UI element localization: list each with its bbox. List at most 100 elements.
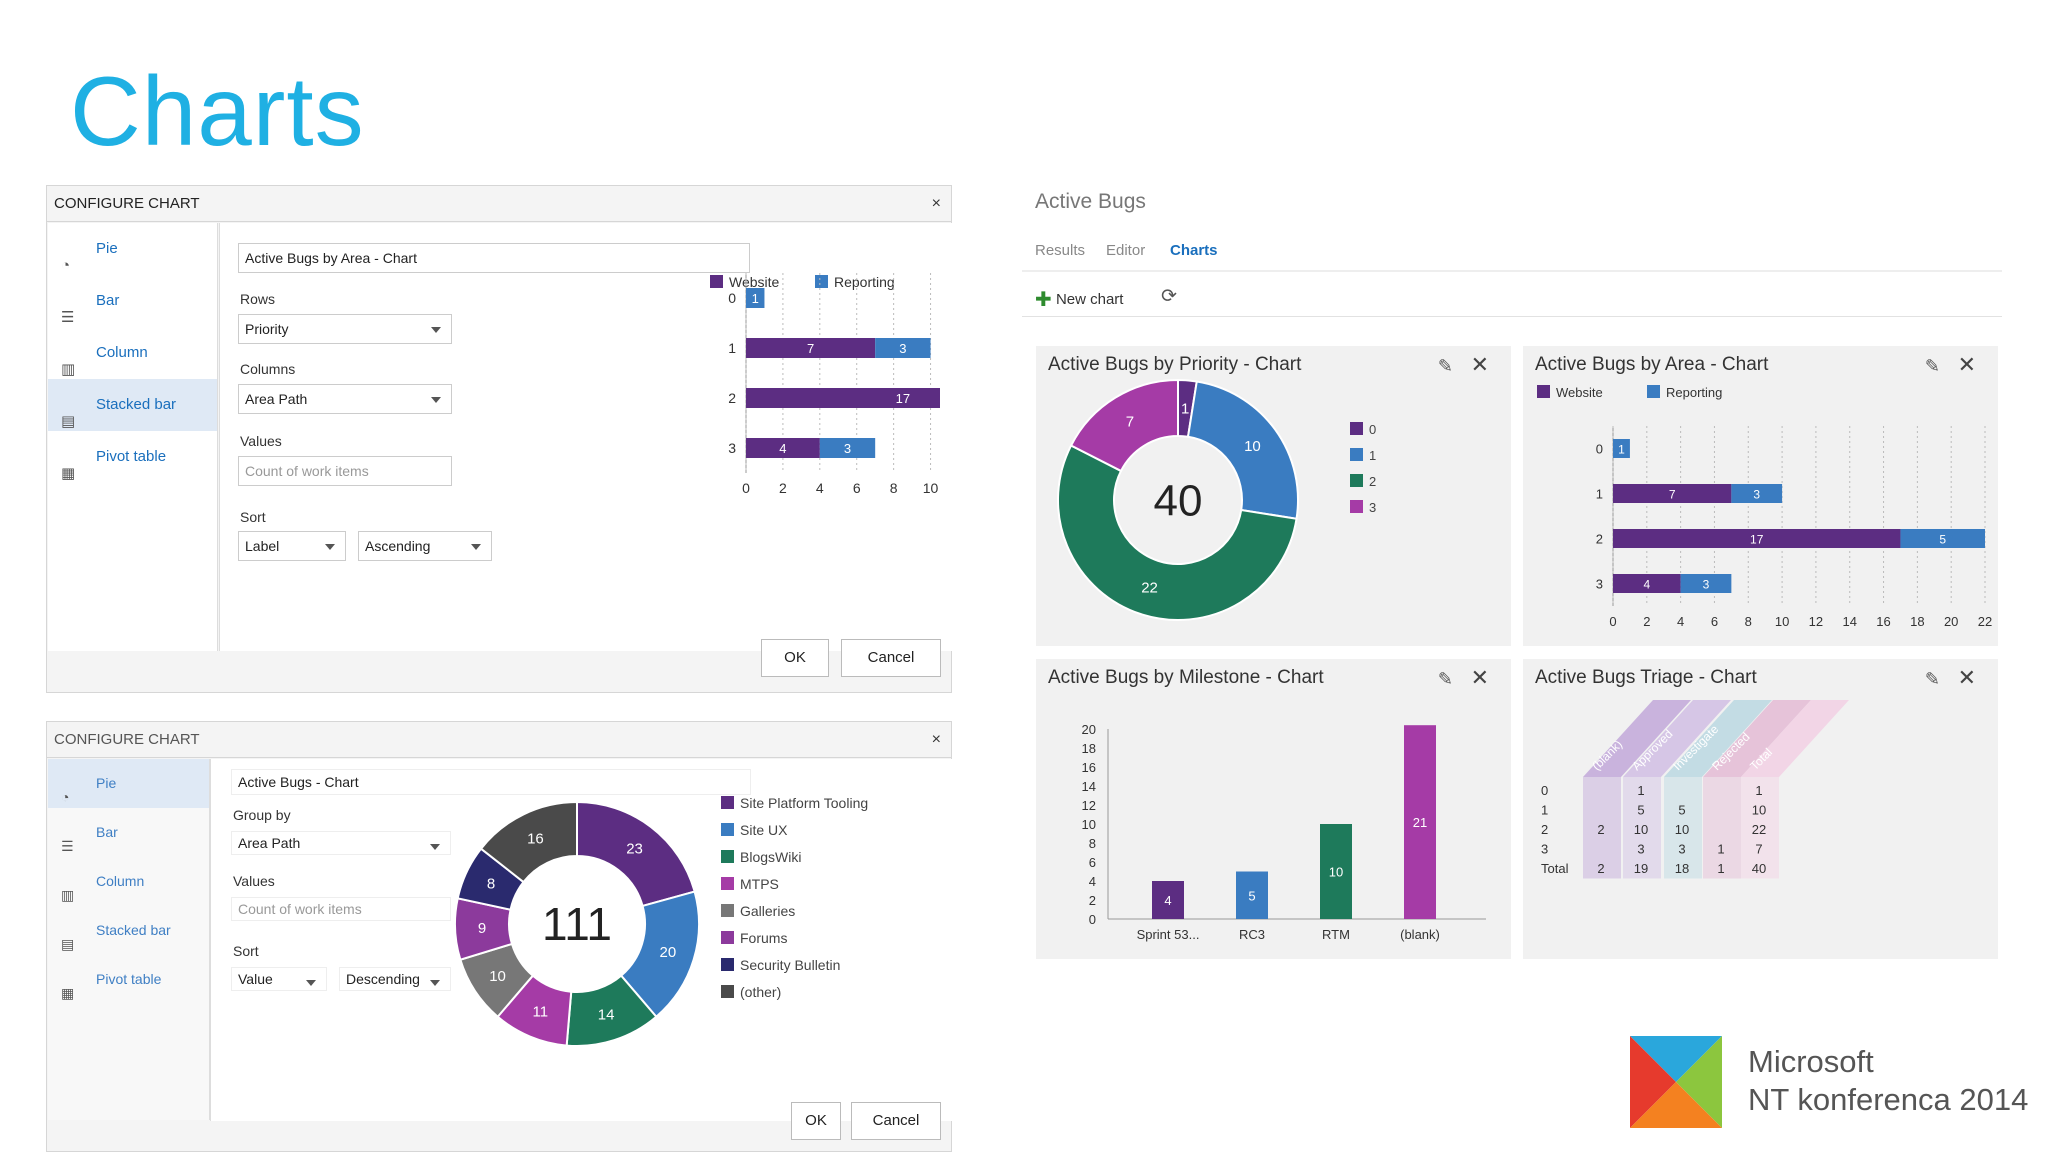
chart-name-input[interactable]: Active Bugs - Chart [231,769,751,795]
y-tick-label: 1 [1596,487,1603,502]
sort-direction-select[interactable]: Descending [339,967,451,991]
column-bar[interactable] [1236,871,1268,920]
chart-name-input[interactable]: Active Bugs by Area - Chart [238,243,750,273]
chart-type-bar[interactable]: ☰ Bar [48,808,209,857]
x-tick-label: 2 [1643,614,1650,629]
chart-tile-triage[interactable]: Active Bugs Triage - Chart ✎ ✕ (blank) Ap… [1523,659,1998,959]
tile-title: Active Bugs Triage - Chart [1535,667,1757,688]
slice-label: 7 [1126,414,1134,431]
bar-data-label: 7 [807,341,814,356]
svg-text:MTPS: MTPS [740,876,779,892]
cancel-button[interactable]: Cancel [841,639,941,677]
pivot-cell: 40 [1752,861,1766,876]
close-icon[interactable]: ✕ [1957,352,1976,377]
bar-segment[interactable] [819,438,876,458]
edit-icon[interactable]: ✎ [1924,356,1940,376]
donut-slice[interactable] [1069,378,1179,473]
ok-button[interactable]: OK [761,639,829,677]
chart-type-column[interactable]: ▥ Column [48,327,217,379]
sort-direction-select[interactable]: Ascending [358,531,492,561]
y-tick-label: 16 [1082,760,1096,775]
bar-segment[interactable] [1613,439,1630,458]
close-icon[interactable]: ✕ [1470,665,1489,690]
bar-segment[interactable] [1613,529,1901,548]
bar-data-label: 3 [1703,578,1710,592]
pivot-cell: 1 [1717,861,1724,876]
legend-item: 1 [1350,448,1376,463]
sort-field-select[interactable]: Value [231,967,327,991]
donut-slice[interactable] [576,800,696,908]
chart-type-stacked-bar[interactable]: ▤ Stacked bar [48,379,217,431]
pivot-header-band [1703,700,1811,777]
edit-icon[interactable]: ✎ [1437,669,1453,689]
refresh-icon[interactable]: ⟳ [1161,286,1177,307]
values-input[interactable]: Count of work items [238,456,452,486]
bar-segment[interactable] [1731,484,1783,503]
pivot-column-band [1664,777,1702,879]
donut-slice[interactable] [1057,444,1298,621]
bar-segment[interactable] [1613,484,1732,503]
tab-editor[interactable]: Editor [1106,242,1146,259]
pivot-cell: 22 [1752,822,1766,837]
bar-segment[interactable] [746,388,940,408]
chart-tile-milestone[interactable]: Active Bugs by Milestone - Chart ✎ ✕ 0 2 4… [1036,659,1511,959]
columns-select[interactable]: Area Path [238,384,452,414]
x-tick-label: (blank) [1400,927,1440,942]
cancel-button[interactable]: Cancel [851,1102,941,1140]
bar-data-label: 3 [844,441,851,456]
chart-tile-priority[interactable]: Active Bugs by Priority - Chart ✎ ✕ 1 10 2… [1036,346,1511,646]
column-bar[interactable] [1404,725,1436,919]
legend-item: Galleries [721,903,795,919]
bar-segment[interactable] [1613,574,1681,593]
edit-icon[interactable]: ✎ [1924,669,1940,689]
values-input[interactable]: Count of work items [231,897,451,921]
ok-button[interactable]: OK [791,1102,841,1140]
legend-item: 2 [1350,474,1376,489]
chart-type-column[interactable]: ▥ Column [48,857,209,906]
donut-slice[interactable] [479,800,578,884]
chart-type-pivot-table[interactable]: ▦ Pivot table [48,955,209,1004]
dialog-header: CONFIGURE CHART [47,722,951,758]
close-icon[interactable]: × [931,731,941,748]
slice-label: 20 [659,944,676,961]
close-icon[interactable]: ✕ [1957,665,1976,690]
rows-select[interactable]: Priority [238,314,452,344]
group-by-select[interactable]: Area Path [231,831,451,855]
chart-type-pivot-table[interactable]: ▦ Pivot table [48,431,217,483]
close-icon[interactable]: × [931,195,941,212]
y-tick-label: 0 [728,290,736,306]
pivot-cell: 2 [1597,861,1604,876]
area-donut-chart-preview: 23 20 14 11 10 9 8 16 111 Site Platform Tooling Si… [454,795,868,1047]
x-tick-label: 10 [923,480,939,496]
chart-type-bar[interactable]: ☰ Bar [48,275,217,327]
legend-item: Site Platform Tooling [721,795,868,811]
tab-results[interactable]: Results [1035,242,1086,259]
slice-label: 23 [626,840,643,857]
bar-segment[interactable] [1900,529,1985,548]
chart-type-pie[interactable]: ◔ Pie [48,759,209,808]
slice-label: 16 [527,831,544,848]
legend-item: BlogsWiki [721,849,801,865]
chart-type-label: Pie [96,775,117,791]
column-bar[interactable] [1320,824,1352,919]
bar-segment[interactable] [746,438,820,458]
column-bar[interactable] [1152,881,1184,919]
edit-icon[interactable]: ✎ [1437,356,1453,376]
chart-config-panel: Active Bugs by Area - Chart Rows Priorit… [219,223,952,651]
tab-divider [1022,270,2002,272]
tab-charts[interactable]: Charts [1170,242,1218,259]
chart-type-pie[interactable]: ◔ Pie [48,223,217,275]
close-icon[interactable]: ✕ [1470,352,1489,377]
values-label: Values [233,873,275,889]
sort-field-select[interactable]: Label [238,531,346,561]
bar-segment[interactable] [746,288,765,308]
bar-segment[interactable] [1680,574,1732,593]
pivot-table-icon: ▦ [61,465,76,482]
chart-tile-area[interactable]: Active Bugs by Area - Chart ✎ ✕ Website R… [1523,346,1998,646]
bar-segment[interactable] [875,338,931,358]
bar-segment[interactable] [746,338,876,358]
chart-type-stacked-bar[interactable]: ▤ Stacked bar [48,906,209,955]
donut-slice[interactable] [1186,380,1299,520]
new-chart-button[interactable]: ✚ New chart [1035,287,1123,312]
